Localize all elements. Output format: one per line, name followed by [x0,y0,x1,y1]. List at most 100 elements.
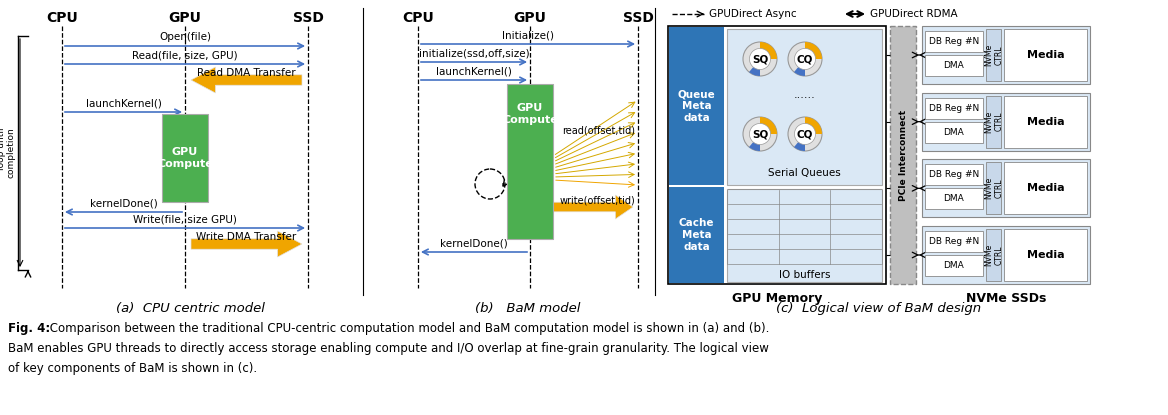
Wedge shape [794,59,805,76]
FancyBboxPatch shape [890,26,916,284]
Circle shape [788,117,822,151]
Text: Comparison between the traditional CPU-centric computation model and BaM computa: Comparison between the traditional CPU-c… [46,322,770,335]
Text: DMA: DMA [944,194,965,203]
Text: Serial Queues: Serial Queues [769,168,841,178]
Wedge shape [805,117,822,134]
Wedge shape [760,117,777,134]
Text: GPU
Compute: GPU Compute [502,103,558,125]
Text: launchKernel(): launchKernel() [436,66,512,76]
Circle shape [750,49,771,70]
FancyBboxPatch shape [922,26,1090,84]
FancyBboxPatch shape [986,96,1001,148]
Text: Read DMA Transfer: Read DMA Transfer [197,68,296,78]
FancyBboxPatch shape [922,159,1090,217]
Text: Queue
Meta
data: Queue Meta data [677,89,715,122]
Circle shape [743,42,777,76]
Text: Read(file, size, GPU): Read(file, size, GPU) [132,50,238,60]
FancyBboxPatch shape [1004,96,1087,148]
Text: Cache
Meta
data: Cache Meta data [679,218,715,251]
Text: (a)  CPU centric model: (a) CPU centric model [116,302,264,315]
Text: NVMe SSDs: NVMe SSDs [966,292,1047,305]
FancyBboxPatch shape [925,231,983,252]
Text: write(offset,tid): write(offset,tid) [559,195,635,205]
FancyBboxPatch shape [669,27,724,185]
Text: GPU
Compute: GPU Compute [158,147,213,169]
Polygon shape [552,195,633,219]
Text: GPUDirect Async: GPUDirect Async [709,9,797,19]
Circle shape [788,42,822,76]
Text: launchKernel(): launchKernel() [85,98,161,108]
Wedge shape [794,134,805,151]
Polygon shape [192,67,303,93]
Text: NVMe
CTRL: NVMe CTRL [983,110,1003,133]
Text: Write DMA Transfer: Write DMA Transfer [196,232,297,242]
FancyBboxPatch shape [1004,162,1087,214]
Text: Media: Media [1027,117,1064,127]
Text: SSD: SSD [623,11,653,25]
FancyBboxPatch shape [162,114,208,202]
Text: GPU Memory: GPU Memory [732,292,822,305]
Text: DMA: DMA [944,261,965,270]
Text: (b)   BaM model: (b) BaM model [475,302,580,315]
Text: DB Reg #N: DB Reg #N [929,104,979,112]
Text: (c)  Logical view of BaM design: (c) Logical view of BaM design [777,302,981,315]
Text: Media: Media [1027,183,1064,193]
Text: Media: Media [1027,50,1064,60]
Text: Write(file, size GPU): Write(file, size GPU) [133,214,237,224]
FancyBboxPatch shape [1004,29,1087,81]
Text: loop until
completion: loop until completion [0,128,16,178]
Text: SQ: SQ [752,129,769,139]
Wedge shape [760,42,777,59]
Circle shape [743,117,777,151]
Text: of key components of BaM is shown in (c).: of key components of BaM is shown in (c)… [8,362,257,375]
Text: GPU: GPU [514,11,547,25]
FancyBboxPatch shape [925,255,983,276]
Text: initialize(ssd,off,size): initialize(ssd,off,size) [418,48,529,58]
Text: Media: Media [1027,250,1064,260]
FancyBboxPatch shape [507,84,552,239]
FancyBboxPatch shape [925,188,983,209]
FancyBboxPatch shape [1004,229,1087,281]
Text: Fig. 4:: Fig. 4: [8,322,50,335]
FancyBboxPatch shape [925,164,983,186]
Text: DMA: DMA [944,128,965,137]
Text: SSD: SSD [292,11,324,25]
Text: BaM enables GPU threads to directly access storage enabling compute and I/O over: BaM enables GPU threads to directly acce… [8,342,769,355]
FancyBboxPatch shape [726,29,882,185]
Text: read(offset,tid): read(offset,tid) [562,125,635,135]
Circle shape [794,49,815,70]
Text: GPUDirect RDMA: GPUDirect RDMA [870,9,958,19]
Text: Initialize(): Initialize() [502,30,554,40]
Text: DB Reg #N: DB Reg #N [929,237,979,246]
Text: DMA: DMA [944,61,965,70]
Text: CQ: CQ [797,129,813,139]
FancyBboxPatch shape [925,98,983,119]
Circle shape [794,123,815,144]
Wedge shape [805,42,822,59]
Text: ......: ...... [793,90,815,100]
FancyBboxPatch shape [922,226,1090,284]
FancyBboxPatch shape [669,187,724,283]
Text: CPU: CPU [46,11,78,25]
Circle shape [750,123,771,144]
Text: kernelDone(): kernelDone() [440,238,508,248]
FancyBboxPatch shape [726,189,882,282]
Wedge shape [749,134,760,151]
Text: IO buffers: IO buffers [779,270,830,280]
FancyBboxPatch shape [986,162,1001,214]
Text: CPU: CPU [402,11,433,25]
FancyBboxPatch shape [925,55,983,76]
Text: Open(file): Open(file) [159,32,211,42]
FancyBboxPatch shape [986,29,1001,81]
Text: CQ: CQ [797,54,813,64]
FancyBboxPatch shape [668,26,887,284]
Wedge shape [749,59,760,76]
Text: NVMe
CTRL: NVMe CTRL [983,44,1003,66]
Text: NVMe
CTRL: NVMe CTRL [983,177,1003,200]
Text: PCIe Interconnect: PCIe Interconnect [898,110,908,200]
Polygon shape [192,231,303,257]
Text: kernelDone(): kernelDone() [90,198,158,208]
Text: DB Reg #N: DB Reg #N [929,170,979,179]
FancyBboxPatch shape [922,93,1090,151]
Text: SQ: SQ [752,54,769,64]
